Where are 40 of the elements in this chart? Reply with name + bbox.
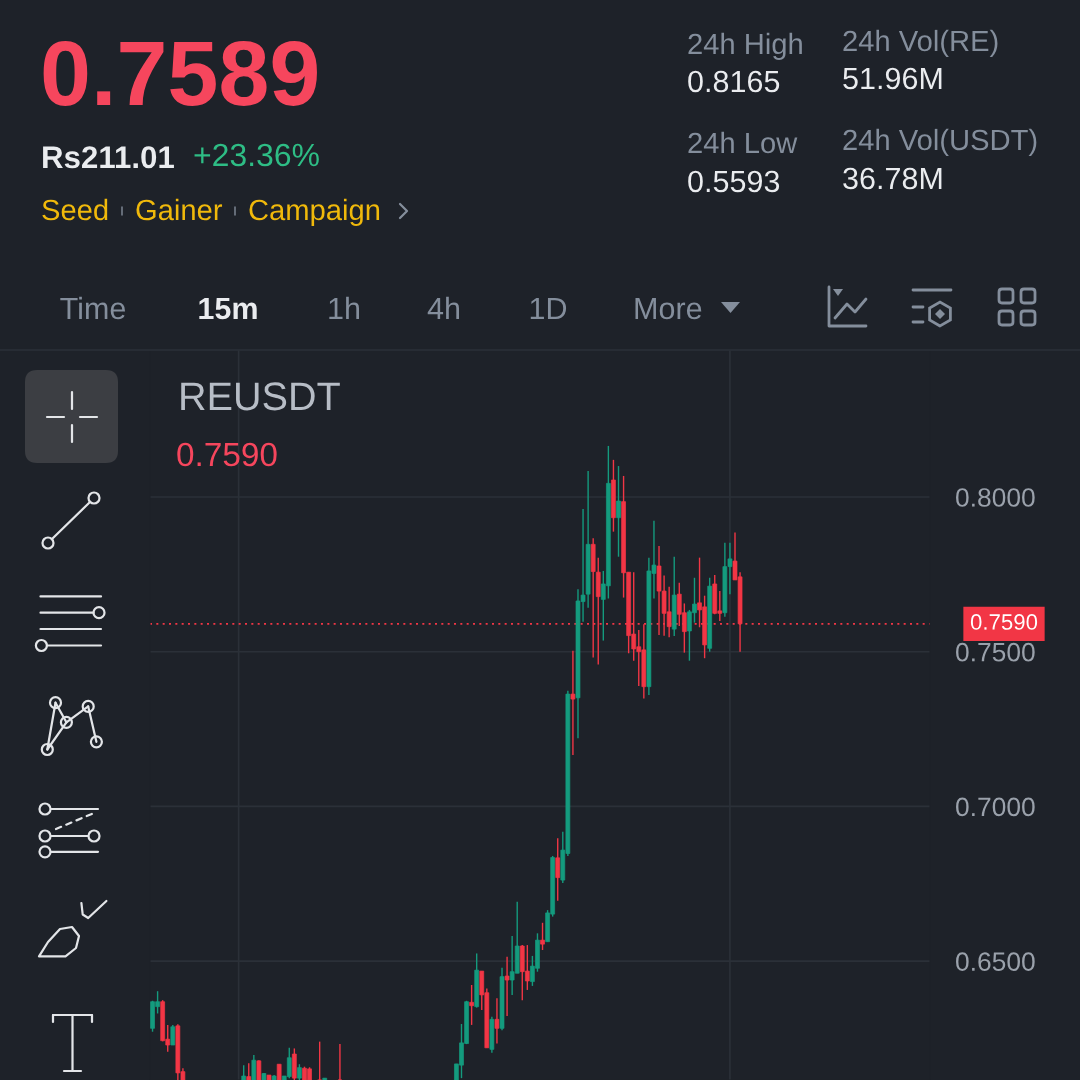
candlestick (256, 1059, 262, 1080)
candlestick (494, 997, 500, 1045)
text: 15m (199, 297, 257, 320)
y-tick-label: 0.8000 (956, 488, 1035, 507)
candlestick (555, 837, 561, 902)
text: 51.96M (843, 67, 942, 90)
text: 24h Vol(RE) (843, 29, 998, 58)
text: 4h (427, 296, 460, 319)
text: Seed (42, 198, 108, 221)
candlestick (170, 1024, 176, 1046)
candlestick (540, 922, 545, 951)
candlestick (469, 984, 474, 1026)
text: More (635, 297, 702, 320)
text: Gainer (136, 198, 223, 221)
text: 0.8165 (688, 70, 780, 93)
candlestick (286, 1047, 292, 1079)
text: 24h Low (688, 131, 798, 154)
text: 1D (530, 297, 567, 319)
annotation: 0.7590 (177, 442, 277, 467)
y-tick-label: 0.6500 (956, 952, 1035, 971)
text: Time (60, 296, 126, 320)
candlestick (337, 1043, 343, 1080)
candlestick (317, 1040, 322, 1080)
text: 36.78M (843, 167, 942, 190)
text: 1h (329, 296, 360, 319)
text: 24h High (688, 32, 802, 61)
y-tick-label: 0.7500 (956, 642, 1035, 662)
text: Rs211.01 (43, 146, 174, 169)
text: REUSDT (181, 382, 340, 411)
ref-line-label: 0.7590 (970, 614, 1038, 630)
text: +23.36% (194, 143, 319, 167)
candlestick (616, 465, 621, 558)
text: Campaign (249, 198, 380, 227)
candlestick (504, 956, 510, 1017)
candlestick (251, 1054, 257, 1080)
text: 0.5593 (688, 170, 780, 193)
text: 24h Vol(USDT) (843, 128, 1037, 157)
text: 0.7589 (43, 40, 317, 106)
candlestick (570, 650, 576, 756)
y-tick-label: 0.7000 (956, 797, 1035, 817)
